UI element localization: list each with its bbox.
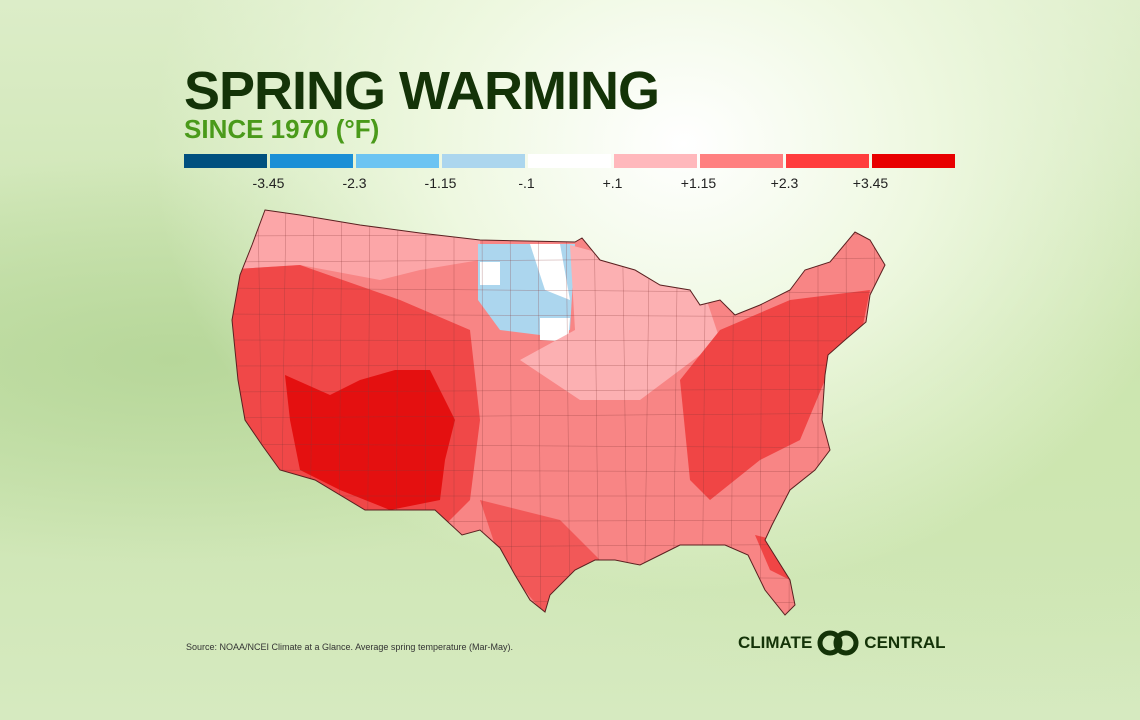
legend-swatch (872, 154, 955, 168)
legend-tick-label: -1.15 (424, 175, 457, 191)
region-florida (755, 535, 790, 580)
legend-tick-label: -2.3 (342, 175, 367, 191)
color-legend (184, 154, 955, 168)
climate-central-logo: CLIMATE CENTRAL (738, 630, 946, 656)
legend-tick-label: +1.15 (680, 175, 717, 191)
legend-tick-label: +2.3 (770, 175, 799, 191)
region-neutral-mt (480, 262, 500, 285)
page-title: SPRING WARMING (184, 61, 660, 121)
region-southwest (285, 370, 455, 510)
region-neutral-sd (540, 318, 570, 342)
legend-swatch (184, 154, 267, 168)
legend-swatch (700, 154, 783, 168)
legend-swatch (614, 154, 697, 168)
legend-swatch (442, 154, 525, 168)
page-subtitle: SINCE 1970 (°F) (184, 114, 380, 144)
legend-tick-label: +.1 (602, 175, 623, 191)
logo-text-right: CENTRAL (864, 633, 946, 652)
region-appalachia-northeast (680, 290, 870, 500)
logo-rings-icon (817, 630, 859, 656)
legend-swatch (786, 154, 869, 168)
logo-text-left: CLIMATE (738, 633, 813, 652)
legend-swatch (356, 154, 439, 168)
source-note: Source: NOAA/NCEI Climate at a Glance. A… (186, 642, 513, 652)
legend-tick-label: -.1 (518, 175, 535, 191)
legend-tick-label: -3.45 (252, 175, 285, 191)
region-neutral-nd (530, 244, 570, 300)
legend-swatch (528, 154, 611, 168)
legend-swatch (270, 154, 353, 168)
legend-tick-label: +3.45 (852, 175, 889, 191)
